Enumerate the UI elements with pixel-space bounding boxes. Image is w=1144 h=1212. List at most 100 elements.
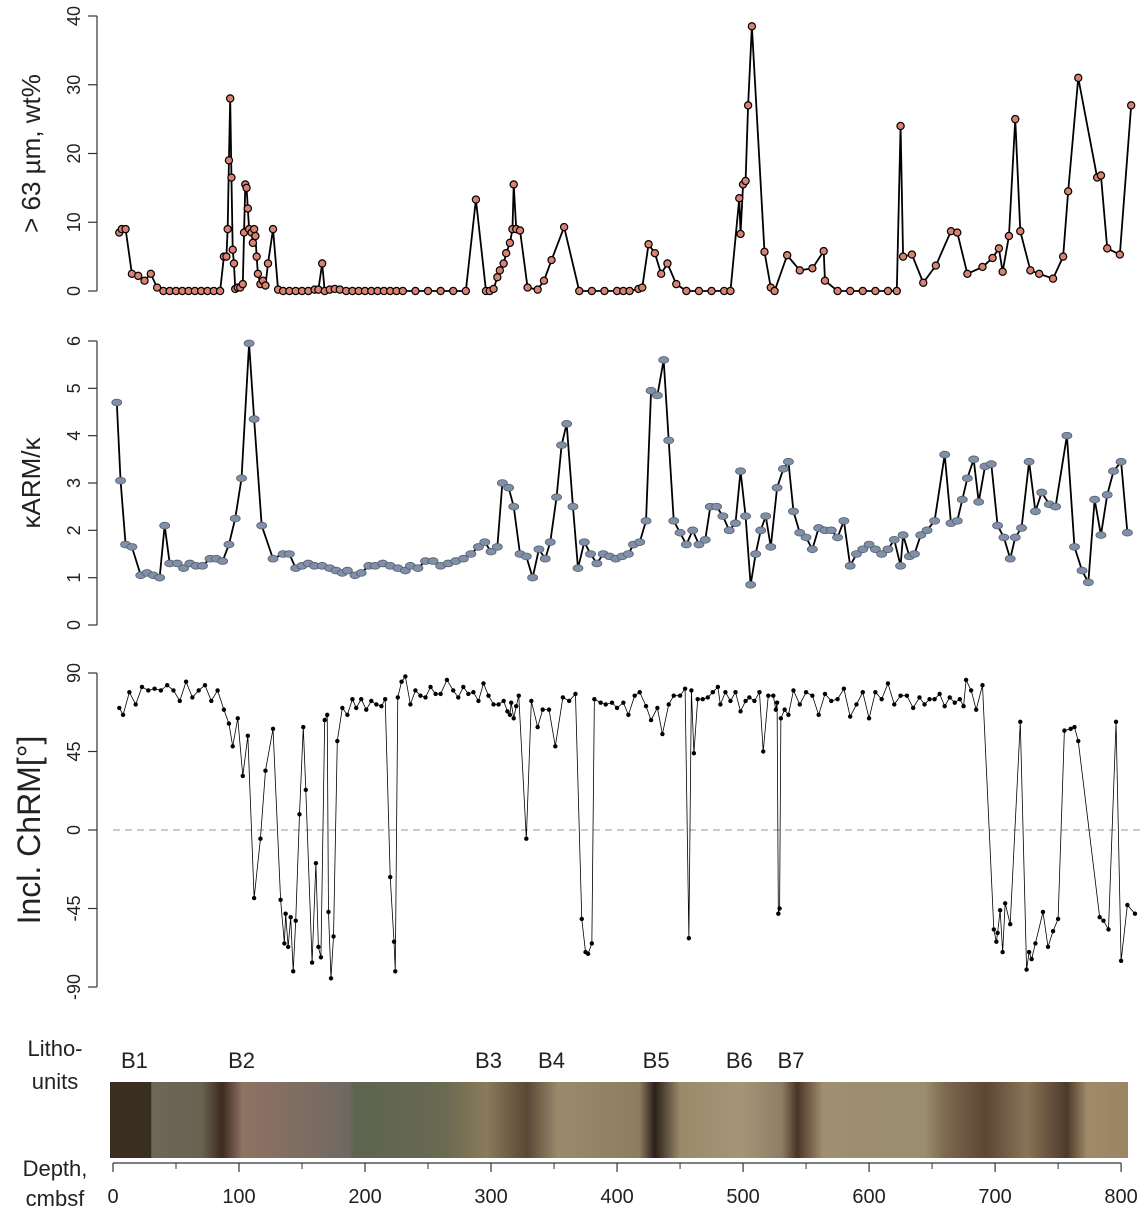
data-point bbox=[904, 693, 910, 698]
data-point bbox=[614, 705, 620, 711]
unit-label: B1 bbox=[121, 1048, 148, 1073]
data-point bbox=[1108, 467, 1119, 475]
data-point bbox=[854, 702, 859, 707]
data-point bbox=[847, 714, 853, 719]
data-point bbox=[1082, 578, 1094, 587]
data-point bbox=[578, 538, 590, 546]
data-point bbox=[505, 238, 515, 248]
data-point bbox=[382, 696, 388, 702]
data-point bbox=[985, 460, 997, 468]
data-point bbox=[755, 526, 767, 535]
data-point bbox=[133, 702, 138, 707]
data-point bbox=[640, 517, 652, 525]
data-point bbox=[1103, 244, 1112, 253]
data-point bbox=[691, 751, 697, 756]
y-tick-label: 20 bbox=[64, 143, 84, 163]
data-line bbox=[115, 343, 1129, 586]
data-point bbox=[561, 420, 573, 428]
data-point bbox=[625, 286, 634, 296]
y-tick-label: 45 bbox=[64, 741, 84, 761]
x-tick-label: 200 bbox=[348, 1186, 381, 1208]
data-point bbox=[961, 703, 966, 709]
data-point bbox=[783, 457, 794, 466]
data-point bbox=[263, 259, 273, 268]
data-point bbox=[533, 545, 545, 554]
data-point bbox=[857, 545, 869, 554]
data-point bbox=[540, 707, 545, 712]
data-point bbox=[1026, 949, 1032, 955]
data-point bbox=[495, 266, 505, 275]
data-point bbox=[1023, 457, 1035, 466]
unit-label: B7 bbox=[777, 1048, 804, 1073]
data-point bbox=[559, 222, 569, 232]
data-point bbox=[395, 695, 400, 700]
data-point bbox=[263, 768, 268, 773]
data-point bbox=[1097, 915, 1102, 920]
data-point bbox=[988, 253, 997, 263]
data-point bbox=[774, 700, 780, 705]
data-point bbox=[622, 550, 634, 558]
data-point bbox=[829, 698, 834, 704]
data-point bbox=[674, 528, 686, 537]
data-point bbox=[585, 550, 596, 558]
data-point bbox=[556, 441, 568, 449]
data-point bbox=[1089, 495, 1101, 504]
y-tick-label: 10 bbox=[64, 212, 84, 232]
data-point bbox=[992, 521, 1004, 530]
data-point bbox=[317, 259, 327, 268]
data-point bbox=[331, 934, 336, 939]
data-point bbox=[466, 691, 471, 697]
data-point bbox=[820, 276, 830, 285]
y-tick-label: 5 bbox=[64, 383, 84, 393]
data-point bbox=[355, 569, 367, 577]
data-point bbox=[354, 705, 359, 711]
data-point bbox=[786, 712, 791, 718]
data-point bbox=[942, 703, 947, 709]
data-point bbox=[471, 689, 476, 695]
data-point bbox=[215, 688, 220, 693]
data-point bbox=[243, 204, 253, 213]
data-point bbox=[209, 698, 214, 704]
data-point bbox=[733, 689, 738, 695]
data-point bbox=[290, 969, 296, 974]
data-point bbox=[766, 693, 771, 698]
data-point bbox=[707, 286, 716, 296]
data-point bbox=[560, 695, 566, 700]
data-point bbox=[236, 474, 247, 483]
data-point bbox=[963, 269, 972, 279]
data-point bbox=[705, 695, 710, 700]
data-point bbox=[896, 121, 905, 131]
data-point bbox=[158, 688, 164, 693]
data-point bbox=[968, 688, 974, 693]
data-point bbox=[217, 557, 229, 565]
data-point bbox=[171, 559, 183, 568]
data-point bbox=[973, 707, 979, 712]
data-point bbox=[438, 691, 443, 697]
data-point bbox=[140, 276, 149, 285]
data-point bbox=[1016, 524, 1027, 532]
data-point bbox=[309, 960, 315, 965]
data-point bbox=[413, 688, 418, 693]
data-point bbox=[328, 976, 334, 981]
data-point bbox=[951, 517, 963, 525]
data-point bbox=[895, 562, 906, 570]
data-point bbox=[412, 564, 424, 572]
data-point bbox=[496, 479, 508, 487]
data-point bbox=[1121, 528, 1133, 537]
data-point bbox=[297, 812, 302, 817]
y-tick-label: 90 bbox=[64, 663, 84, 683]
data-point bbox=[1024, 967, 1029, 972]
data-point bbox=[303, 787, 308, 793]
data-point bbox=[1002, 901, 1008, 906]
data-point bbox=[730, 519, 741, 528]
data-point bbox=[215, 286, 225, 296]
y-tick-label: 3 bbox=[64, 478, 84, 488]
data-point bbox=[715, 684, 721, 690]
data-point bbox=[479, 538, 491, 546]
data-point bbox=[835, 696, 840, 702]
data-point bbox=[120, 712, 126, 718]
data-point bbox=[427, 557, 439, 565]
data-point bbox=[501, 248, 511, 258]
y-tick-label: 0 bbox=[64, 825, 84, 835]
data-point bbox=[648, 717, 654, 723]
